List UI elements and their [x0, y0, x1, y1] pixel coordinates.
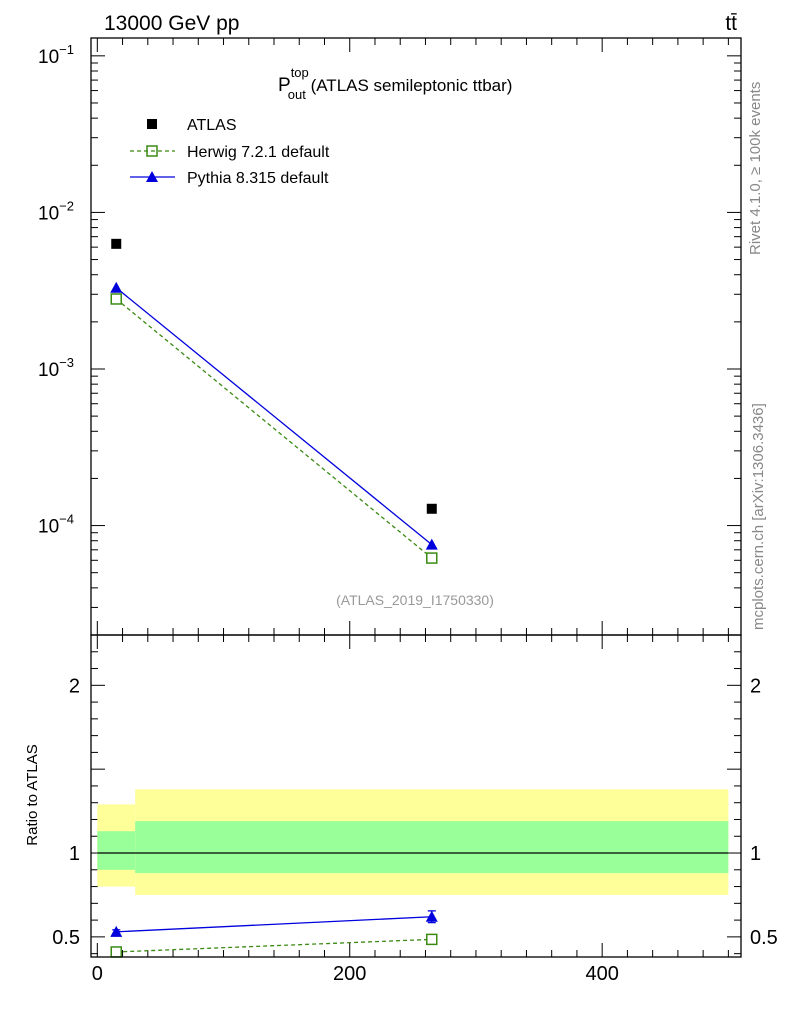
- pythia-main-line: [115, 287, 433, 546]
- x-tick-label: 0: [92, 963, 103, 985]
- pythia-ratio-line: [116, 916, 432, 933]
- legend-herwig-marker: [146, 145, 158, 157]
- legend-pythia-marker: [146, 171, 158, 182]
- pythia-main-point: [110, 281, 123, 293]
- plot-title-sup: top: [291, 65, 309, 80]
- ratio-y-tick-label-right: 2: [750, 675, 761, 697]
- ratio-frame: [90, 634, 742, 958]
- mcplots-label: mcplots.cern.ch [arXiv:1306.3436]: [750, 403, 767, 630]
- herwig-ratio-point: [110, 946, 122, 958]
- rivet-label: Rivet 4.1.0, ≥ 100k events: [747, 82, 764, 255]
- pythia-ratio-point: [425, 910, 438, 922]
- main-y-tick-label: 10−1: [38, 42, 74, 68]
- main-y-tick-label: 10−2: [38, 198, 74, 224]
- legend-pythia-label: Pythia 8.315 default: [187, 170, 329, 187]
- process-label: tt̄: [725, 12, 737, 35]
- ratio-y-tick-label-right: 0.5: [750, 927, 778, 949]
- legend-atlas-label: ATLAS: [187, 117, 237, 134]
- ratio-y-tick-label-left: 0.5: [52, 927, 80, 949]
- herwig-main-point: [110, 293, 122, 305]
- atlas-main-point: [111, 238, 122, 249]
- plot-title: Ptop out (ATLAS semileptonic ttbar): [278, 65, 512, 102]
- ratio-y-tick-label-left: 2: [69, 675, 80, 697]
- ratio-band-stat: [97, 831, 136, 870]
- plot-title-rest: (ATLAS semileptonic ttbar): [306, 76, 513, 95]
- herwig-main-line: [115, 298, 433, 559]
- ratio-y-tick-label-left: 1: [69, 843, 80, 865]
- legend: ATLAS Herwig 7.2.1 default Pythia 8.315 …: [130, 117, 330, 187]
- atlas-main-point: [426, 503, 437, 514]
- analysis-id: (ATLAS_2019_I1750330): [336, 592, 494, 608]
- legend-atlas-marker: [147, 119, 157, 129]
- herwig-main-point: [426, 552, 438, 564]
- energy-label: 13000 GeV pp: [104, 12, 239, 35]
- ratio-band-stat: [135, 821, 729, 874]
- x-tick-label: 200: [333, 963, 366, 985]
- ratio-y-label: Ratio to ATLAS: [24, 744, 41, 845]
- main-y-tick-label: 10−4: [38, 512, 74, 538]
- pythia-main-point: [425, 538, 438, 550]
- ratio-y-tick-label-right: 1: [750, 843, 761, 865]
- pythia-ratio-point: [110, 925, 123, 937]
- x-tick-label: 400: [585, 963, 618, 985]
- legend-herwig-label: Herwig 7.2.1 default: [187, 144, 330, 161]
- herwig-ratio-point: [426, 933, 438, 946]
- main-y-tick-label: 10−3: [38, 355, 74, 381]
- herwig-ratio-line: [116, 938, 432, 953]
- plot-title-sub: out: [288, 87, 306, 102]
- plot-title-main: P: [278, 75, 291, 96]
